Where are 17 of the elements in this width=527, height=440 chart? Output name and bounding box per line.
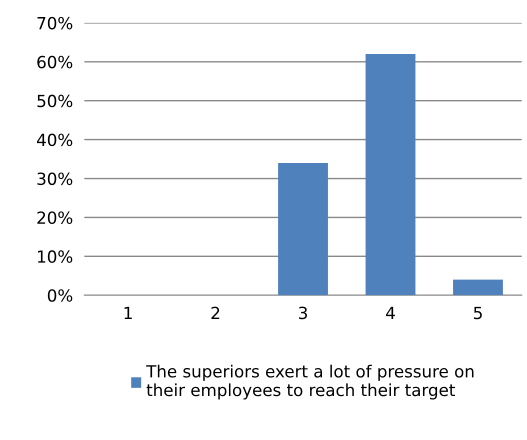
x-tick-label: 5 xyxy=(474,306,482,320)
bar xyxy=(278,162,328,296)
y-tick-label: 0% xyxy=(48,289,72,302)
y-tick-label: 10% xyxy=(38,250,72,263)
legend-label: The superiors exert a lot of pressure on their employees to reach their target xyxy=(146,364,474,400)
y-tick-label: 50% xyxy=(37,94,72,108)
y-tick-label: 20% xyxy=(37,211,72,224)
bar xyxy=(453,280,503,296)
x-tick-label: 4 xyxy=(386,306,395,320)
x-tick-label: 3 xyxy=(298,306,307,320)
y-tick-label: 30% xyxy=(37,172,72,186)
y-tick-label: 70% xyxy=(38,16,72,30)
y-tick-label: 60% xyxy=(37,56,72,68)
x-tick-label: 2 xyxy=(211,306,220,320)
y-tick-label: 40% xyxy=(36,134,72,146)
x-tick-label: 1 xyxy=(124,306,132,320)
bar xyxy=(366,54,416,296)
